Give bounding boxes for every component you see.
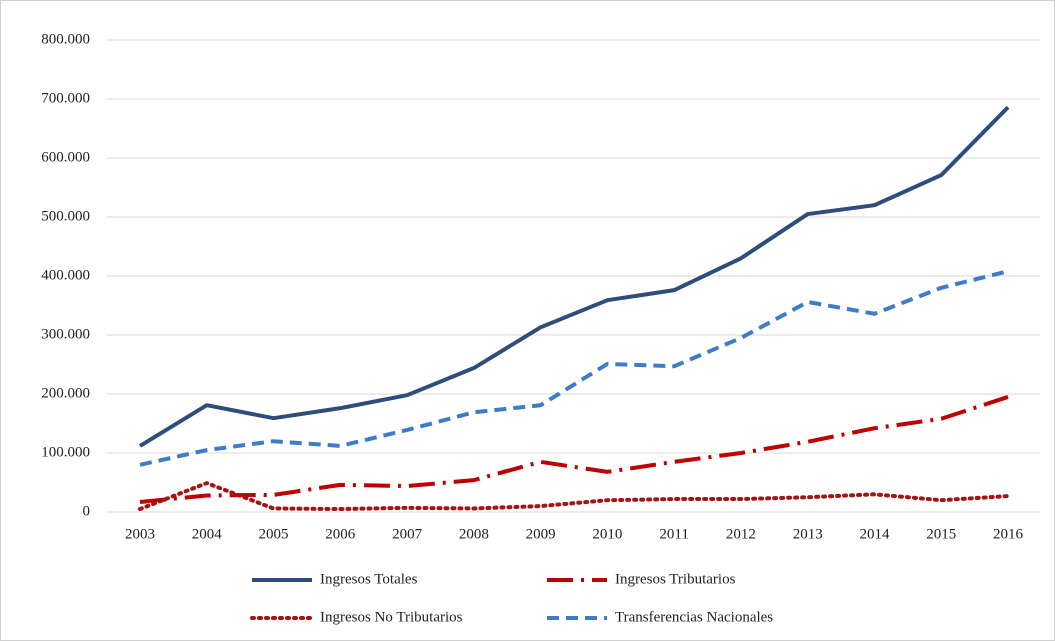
- series-line: [138, 105, 1010, 448]
- y-tick-label: 500.000: [41, 208, 90, 224]
- x-tick-label: 2013: [793, 526, 823, 542]
- x-tick-label: 2005: [259, 526, 289, 542]
- x-tick-label: 2016: [993, 526, 1024, 542]
- legend-label: Ingresos No Tributarios: [320, 609, 463, 625]
- legend-label: Ingresos Totales: [320, 571, 418, 587]
- y-tick-label: 600.000: [41, 149, 90, 165]
- y-tick-label: 700.000: [41, 90, 90, 106]
- x-tick-label: 2004: [192, 526, 223, 542]
- x-tick-label: 2006: [325, 526, 356, 542]
- x-tick-label: 2012: [726, 526, 756, 542]
- x-tick-label: 2003: [125, 526, 155, 542]
- legend-label: Transferencias Nacionales: [615, 609, 773, 625]
- y-tick-label: 800.000: [41, 31, 90, 47]
- x-tick-label: 2015: [926, 526, 956, 542]
- series-line: [139, 395, 1009, 504]
- series-line: [138, 481, 1010, 512]
- y-tick-label: 100.000: [41, 444, 90, 460]
- x-tick-label: 2011: [659, 526, 688, 542]
- y-tick-label: 300.000: [41, 326, 90, 342]
- x-tick-label: 2014: [859, 526, 890, 542]
- x-tick-label: 2007: [392, 526, 423, 542]
- x-tick-label: 2008: [459, 526, 489, 542]
- x-tick-label: 2010: [592, 526, 622, 542]
- y-tick-label: 400.000: [41, 267, 90, 283]
- y-tick-label: 0: [83, 503, 91, 519]
- x-tick-label: 2009: [526, 526, 556, 542]
- y-tick-label: 200.000: [41, 385, 90, 401]
- series-line: [139, 269, 1009, 467]
- legend-label: Ingresos Tributarios: [615, 571, 736, 587]
